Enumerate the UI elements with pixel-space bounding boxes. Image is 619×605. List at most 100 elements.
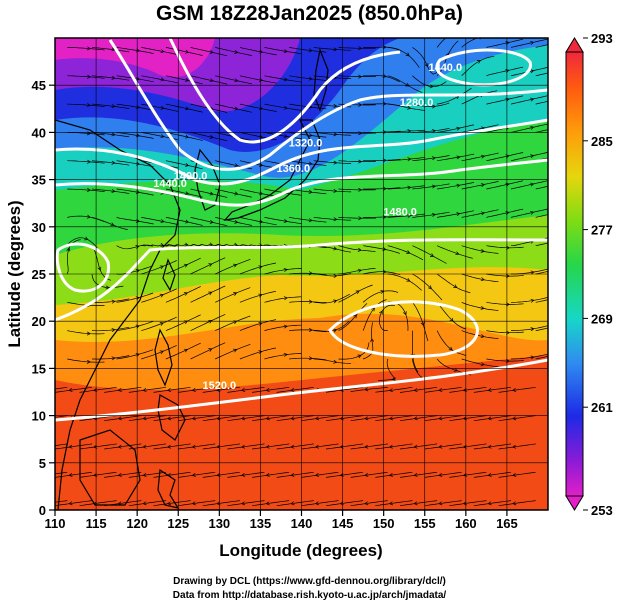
streamline-arrow xyxy=(530,327,535,332)
contour-label: 1400.0 xyxy=(174,171,208,183)
streamline xyxy=(67,188,105,192)
streamline-arrow xyxy=(506,302,511,307)
streamline-arrow xyxy=(388,444,394,449)
streamline xyxy=(375,471,413,478)
streamline-arrow xyxy=(283,77,288,82)
streamline-arrow xyxy=(283,105,288,110)
streamline xyxy=(424,500,462,507)
streamline xyxy=(289,160,327,166)
streamline xyxy=(165,286,201,303)
streamline-arrow xyxy=(283,267,288,272)
streamline-arrow xyxy=(68,444,73,449)
colorbar-ticks: 253 261 269 277 285 293 xyxy=(583,31,613,518)
streamline xyxy=(190,217,228,227)
streamline-arrow xyxy=(233,348,238,353)
streamline xyxy=(461,181,499,190)
streamline-arrow xyxy=(364,387,369,392)
streamline xyxy=(473,443,512,450)
streamline xyxy=(313,321,350,333)
streamline-arrow xyxy=(402,311,407,316)
streamline xyxy=(141,260,177,275)
streamline-arrow xyxy=(166,416,172,421)
streamline xyxy=(486,208,524,218)
streamline-arrow xyxy=(555,296,558,299)
streamline xyxy=(350,500,388,507)
streamline-arrow xyxy=(530,97,535,102)
streamline-arrow xyxy=(413,473,418,477)
streamline xyxy=(510,38,548,48)
streamline-arrow xyxy=(407,105,412,110)
credit-drawing: Drawing by DCL (https://www.gfd-dennou.o… xyxy=(173,576,446,587)
streamline-arrow xyxy=(68,473,73,477)
streamline xyxy=(165,75,203,85)
streamline xyxy=(424,386,462,393)
streamline xyxy=(141,47,179,56)
streamline-arrow xyxy=(512,501,517,506)
streamline xyxy=(202,443,240,450)
streamline-arrow xyxy=(555,353,558,356)
streamline xyxy=(510,208,548,218)
streamline-arrow xyxy=(208,319,213,324)
streamline xyxy=(338,342,370,360)
streamline xyxy=(387,103,425,111)
streamline xyxy=(535,242,548,247)
streamline-arrow xyxy=(314,416,320,421)
streamline-arrow xyxy=(431,104,437,109)
streamline xyxy=(486,358,524,362)
chart-title: GSM 18Z28Jan2025 (850.0hPa) xyxy=(155,2,463,25)
streamline xyxy=(379,304,395,331)
streamline xyxy=(399,500,438,507)
streamline xyxy=(510,95,548,105)
streamline xyxy=(510,123,548,133)
streamline xyxy=(510,353,548,360)
streamline-arrow xyxy=(357,354,362,359)
streamline-arrow xyxy=(413,501,418,506)
streamline xyxy=(264,47,302,55)
y-tick-label: 0 xyxy=(39,503,46,518)
streamline xyxy=(363,271,401,276)
contour-high-west xyxy=(55,242,111,293)
streamline xyxy=(178,386,216,393)
streamline xyxy=(535,214,548,218)
streamline-arrow xyxy=(290,416,295,421)
streamline xyxy=(350,471,388,478)
streamline xyxy=(128,386,166,393)
streamline xyxy=(215,103,252,113)
streamline xyxy=(141,288,177,303)
streamline-arrow xyxy=(353,314,358,319)
streamline-arrow xyxy=(333,104,338,109)
streamline-arrow xyxy=(45,445,48,448)
streamline-arrow xyxy=(86,331,91,336)
streamline xyxy=(264,353,302,360)
streamline-arrow xyxy=(66,247,71,252)
streamline-arrow xyxy=(265,473,270,477)
streamline-arrow xyxy=(555,41,558,44)
streamline xyxy=(535,44,548,48)
streamline-arrow xyxy=(233,242,239,247)
x-tick-label: 135 xyxy=(250,516,272,531)
contour-1320 xyxy=(168,38,401,144)
streamline-arrow xyxy=(111,299,116,304)
streamline-arrow xyxy=(117,473,122,477)
streamline xyxy=(301,415,339,422)
streamline-arrow xyxy=(452,31,456,34)
streamline-arrow xyxy=(308,218,313,223)
streamline xyxy=(535,185,548,190)
streamline-arrow xyxy=(290,501,295,506)
streamline xyxy=(412,273,443,301)
streamline xyxy=(461,38,479,48)
streamline-arrow xyxy=(438,416,443,421)
streamline-arrow xyxy=(555,70,558,73)
streamline xyxy=(399,471,438,478)
streamline-arrow xyxy=(512,444,517,449)
streamline xyxy=(67,75,105,79)
streamline xyxy=(498,386,536,393)
streamline xyxy=(473,500,512,507)
streamline xyxy=(104,443,142,450)
streamline xyxy=(264,324,302,331)
colorbar-tick-label: 269 xyxy=(591,311,613,326)
streamline-arrow xyxy=(117,388,122,393)
streamline xyxy=(535,129,548,133)
streamline-arrow xyxy=(308,271,313,276)
streamline xyxy=(128,500,166,507)
